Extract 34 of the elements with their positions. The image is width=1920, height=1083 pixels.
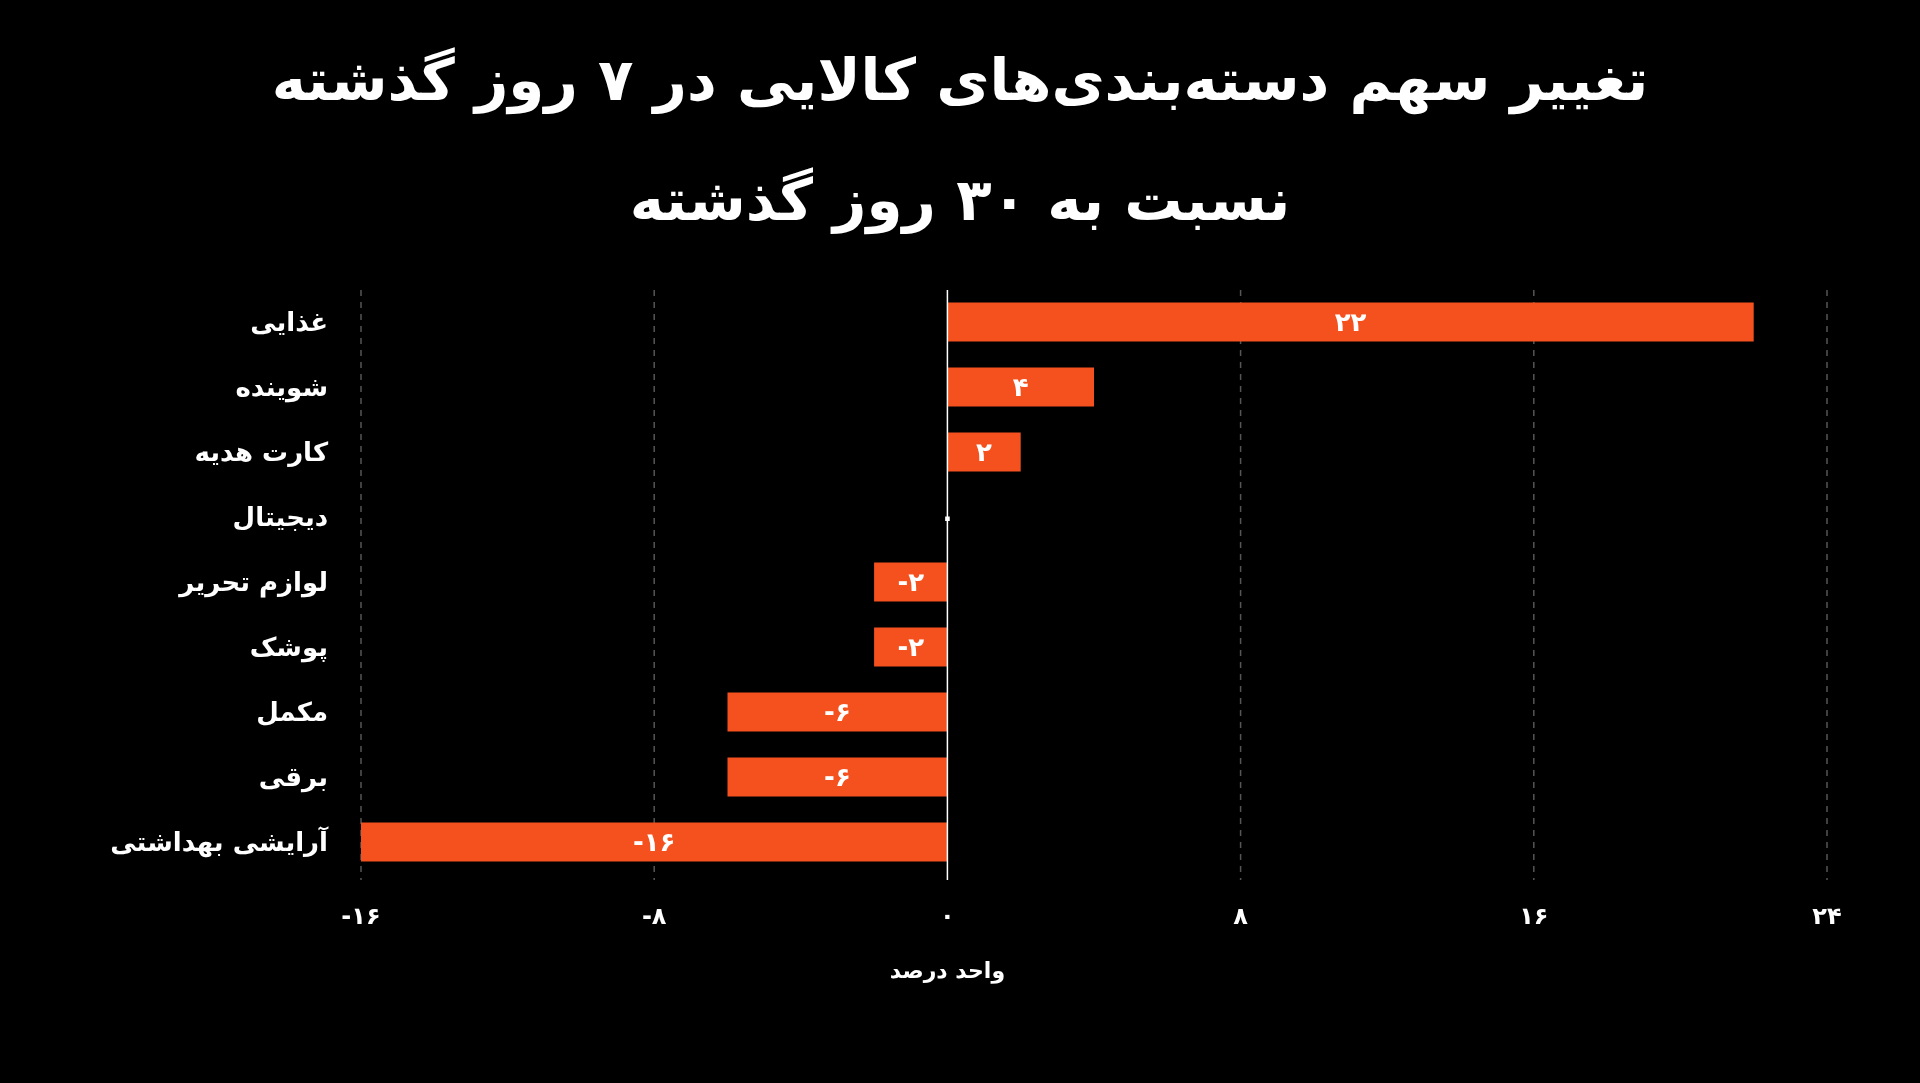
bar xyxy=(874,627,948,667)
chart-title: تغییر سهم دسته‌بندی‌های کالایی در ۷ روز گذشته xyxy=(271,46,1649,115)
bar xyxy=(874,562,948,602)
y-tick-label: مکمل xyxy=(256,697,328,727)
x-axis-title: واحد درصد xyxy=(889,958,1006,984)
data-label: -۶ xyxy=(824,697,851,727)
x-tick-label: ۲۴ xyxy=(1812,902,1842,930)
bar xyxy=(727,757,948,797)
bar xyxy=(947,302,1754,342)
y-tick-label: برقی xyxy=(258,762,328,793)
y-tick-label: دیجیتال xyxy=(232,502,328,532)
data-label: -۲ xyxy=(897,567,925,597)
y-tick-label: پوشک xyxy=(249,632,328,663)
bar xyxy=(361,822,948,862)
x-tick-label: -۱۶ xyxy=(341,902,381,930)
data-label: -۱۶ xyxy=(632,827,676,857)
y-tick-label: آرایشی بهداشتی xyxy=(110,826,330,858)
chart-subtitle: نسبت به ۳۰ روز گذشته xyxy=(629,166,1291,235)
bar xyxy=(727,692,948,732)
y-tick-label: شوینده xyxy=(235,372,328,403)
data-label: -۶ xyxy=(824,762,851,792)
data-label: ۲ xyxy=(976,437,993,467)
y-tick-label: غذایی xyxy=(250,307,328,337)
bar xyxy=(947,367,1094,407)
y-tick-label: لوازم تحریر xyxy=(177,567,328,598)
bar xyxy=(947,432,1021,472)
x-tick-label: ۰ xyxy=(940,902,955,930)
data-label: ۴ xyxy=(1012,372,1029,402)
y-tick-label: کارت هدیه xyxy=(194,437,329,467)
data-label: ۲۲ xyxy=(1334,307,1367,337)
x-tick-label: -۸ xyxy=(641,902,667,930)
x-tick-label: ۱۶ xyxy=(1519,902,1549,930)
data-label: -۲ xyxy=(897,632,925,662)
x-tick-label: ۸ xyxy=(1233,902,1249,930)
